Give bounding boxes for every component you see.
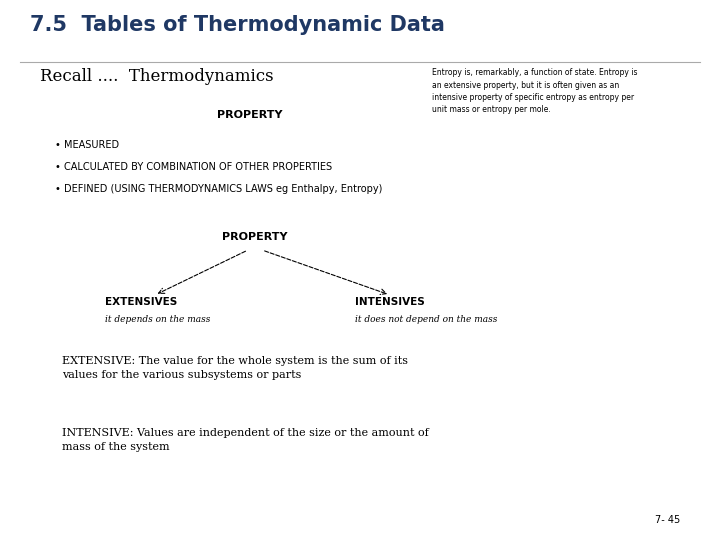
Text: INTENSIVES: INTENSIVES: [355, 297, 425, 307]
Text: PROPERTY: PROPERTY: [222, 232, 288, 242]
Text: Entropy is, remarkably, a function of state. Entropy is
an extensive property, b: Entropy is, remarkably, a function of st…: [432, 68, 637, 114]
Text: Recall ....  Thermodynamics: Recall .... Thermodynamics: [40, 68, 274, 85]
Text: • DEFINED (USING THERMODYNAMICS LAWS eg Enthalpy, Entropy): • DEFINED (USING THERMODYNAMICS LAWS eg …: [55, 184, 382, 194]
Text: • MEASURED: • MEASURED: [55, 140, 119, 150]
Text: EXTENSIVES: EXTENSIVES: [105, 297, 177, 307]
Text: • CALCULATED BY COMBINATION OF OTHER PROPERTIES: • CALCULATED BY COMBINATION OF OTHER PRO…: [55, 162, 332, 172]
Text: PROPERTY: PROPERTY: [217, 110, 283, 120]
Text: it depends on the mass: it depends on the mass: [105, 315, 210, 324]
Text: EXTENSIVE: The value for the whole system is the sum of its
values for the vario: EXTENSIVE: The value for the whole syste…: [62, 356, 408, 380]
Text: INTENSIVE: Values are independent of the size or the amount of
mass of the syste: INTENSIVE: Values are independent of the…: [62, 428, 428, 452]
Text: 7- 45: 7- 45: [654, 515, 680, 525]
Text: it does not depend on the mass: it does not depend on the mass: [355, 315, 498, 324]
Text: 7.5  Tables of Thermodynamic Data: 7.5 Tables of Thermodynamic Data: [30, 15, 445, 35]
